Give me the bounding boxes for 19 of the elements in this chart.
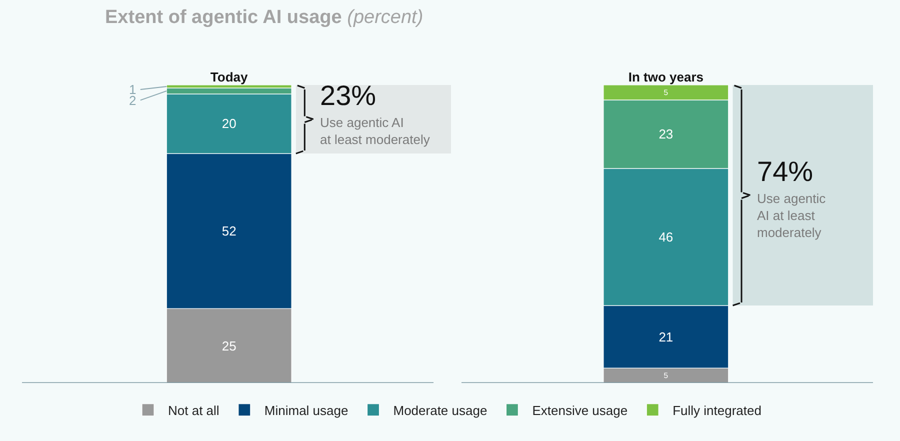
legend-label: Minimal usage [264,402,348,418]
data-label: 21 [658,329,674,344]
chart-title: Extent of agentic AI usage [105,7,342,28]
data-label: 52 [222,224,236,239]
x-tick-label: Today [210,69,248,84]
annotation: Use agentic AI at least moderately [320,115,430,147]
legend-label: Not at all [168,402,220,418]
band-label: 23% [320,80,376,111]
annotation: Use agentic AI at least moderately [757,191,826,240]
legend-label: Moderate usage [393,402,488,418]
chart-subtitle: (percent) [347,7,424,28]
legend-label: Extensive usage [532,402,628,418]
data-label: 46 [658,229,674,244]
data-label: 23 [658,126,674,142]
legend-label: Fully integrated [672,402,762,418]
band-label: 74% [757,156,814,187]
data-label: 20 [222,116,236,132]
data-label: 25 [222,338,236,354]
x-tick-label: In two years [628,69,704,84]
